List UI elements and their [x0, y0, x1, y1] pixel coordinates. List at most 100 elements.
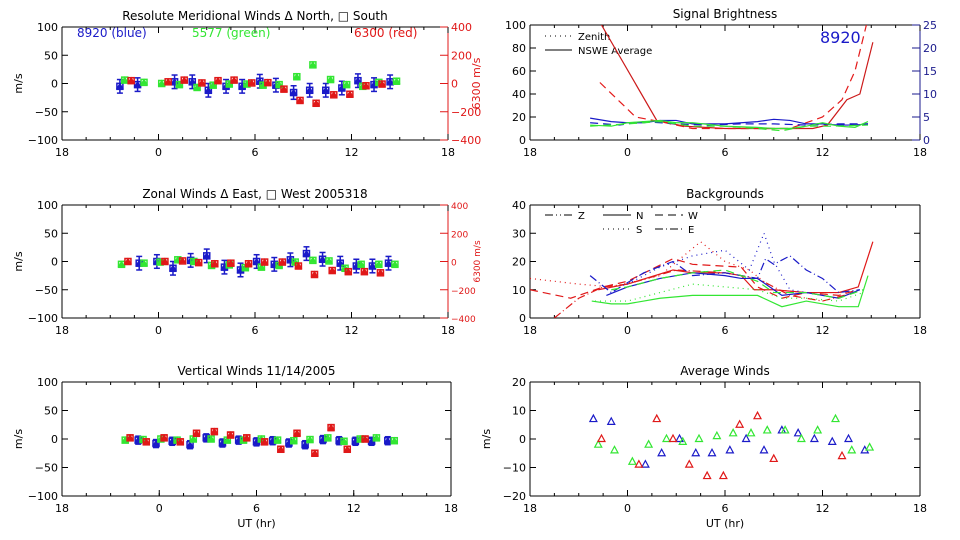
chart-title: Resolute Meridional Winds Δ North, □ Sou… [122, 9, 388, 23]
x-tick-label: 6 [253, 502, 260, 515]
data-point-triangle [301, 440, 310, 448]
y-right-tick-label: 5 [923, 111, 930, 124]
series-line-red-W [530, 258, 859, 299]
plot-area [530, 231, 874, 318]
data-point-triangle [302, 249, 311, 257]
data-point-triangle [376, 268, 385, 276]
data-point-triangle [827, 436, 837, 445]
data-point-triangle [312, 99, 320, 106]
data-point-triangle [837, 450, 847, 460]
x-tick-label: 18 [55, 324, 69, 337]
x-tick-label: 6 [252, 146, 259, 159]
data-point-triangle [306, 435, 314, 443]
data-point-triangle [188, 77, 197, 85]
y-right-tick-label: −400 [451, 134, 481, 147]
data-point-triangle [360, 267, 369, 275]
data-point-triangle [843, 433, 854, 443]
plot-area [116, 60, 401, 108]
data-point-triangle [207, 435, 215, 442]
data-point-triangle [640, 459, 650, 468]
y-right-tick-label: 10 [923, 88, 937, 101]
y-tick-label: 50 [44, 227, 58, 240]
data-point-triangle [793, 428, 803, 437]
y-tick-label: 0 [519, 134, 526, 147]
data-point-triangle [657, 447, 667, 457]
y-axis-label: m/s [12, 251, 25, 271]
y-tick-label: 100 [505, 19, 526, 32]
x-tick-label: 18 [441, 146, 455, 159]
x-tick-label: 18 [55, 146, 69, 159]
data-point-triangle [383, 436, 392, 444]
y-tick-label: 30 [512, 227, 526, 240]
data-point-triangle [741, 433, 751, 443]
y-axis-label: m/s [12, 73, 25, 93]
series-line-blue-E [589, 255, 860, 294]
data-point-triangle [193, 83, 201, 90]
x-tick-label: 0 [624, 324, 631, 337]
x-axis-label: UT (hr) [706, 517, 744, 530]
data-point-triangle [746, 428, 756, 437]
legend-label: Z [578, 211, 585, 222]
chart-title: Signal Brightness [673, 7, 778, 21]
plot-area [590, 25, 874, 132]
data-point-triangle [310, 270, 319, 277]
data-point-triangle [684, 459, 694, 468]
data-point-triangle [242, 433, 251, 441]
data-point-triangle [126, 433, 134, 441]
y-tick-label: 20 [512, 256, 526, 269]
data-point-triangle [390, 436, 399, 444]
data-point-triangle [813, 425, 823, 434]
annotation-green: 5577 (green) [192, 26, 270, 40]
y-tick-label: −50 [35, 106, 58, 119]
data-point-triangle [588, 413, 598, 423]
data-point-triangle [759, 445, 769, 454]
data-point-triangle [321, 86, 330, 93]
y-right-tick-label: 0 [451, 259, 457, 269]
data-point-triangle [117, 260, 126, 267]
legend-label: S [636, 225, 642, 236]
data-point-triangle [124, 257, 132, 264]
data-point-triangle [289, 436, 298, 444]
data-point-triangle [384, 259, 393, 266]
data-point-triangle [169, 264, 177, 271]
y-right-tick-label: 0 [923, 134, 930, 147]
legend-label: N [636, 211, 643, 222]
y-tick-label: −100 [28, 134, 58, 147]
data-point-triangle [180, 76, 189, 83]
x-tick-label: 18 [55, 502, 69, 515]
data-point-triangle [294, 262, 303, 269]
x-tick-label: 6 [722, 502, 729, 515]
x-tick-label: 6 [722, 146, 729, 159]
data-point-triangle [762, 425, 772, 434]
data-point-triangle [176, 437, 185, 445]
data-point-triangle [780, 425, 790, 434]
x-tick-label: 6 [722, 324, 729, 337]
data-point-triangle [346, 90, 354, 97]
data-point-triangle [652, 413, 662, 423]
data-point-triangle [157, 79, 166, 86]
data-point-triangle [357, 260, 366, 267]
x-tick-label: 18 [913, 324, 927, 337]
annotation-8920: 8920 [820, 28, 861, 47]
data-point-triangle [260, 258, 269, 265]
y-tick-label: 0 [51, 433, 58, 446]
data-point-triangle [328, 266, 337, 274]
data-point-triangle [186, 440, 194, 448]
data-point-triangle [323, 433, 332, 441]
y-tick-label: 0 [519, 433, 526, 446]
data-point-triangle [226, 431, 235, 438]
data-point-triangle [164, 77, 173, 85]
data-point-triangle [292, 72, 301, 80]
y-right-axis-label: 6300 m/s [470, 57, 483, 109]
x-tick-label: 18 [441, 324, 455, 337]
data-point-triangle [289, 88, 298, 96]
data-point-triangle [244, 259, 253, 267]
y-tick-label: −50 [35, 462, 58, 475]
plot-area [121, 423, 399, 457]
data-point-triangle [276, 445, 285, 452]
data-point-triangle [865, 442, 875, 451]
y-tick-label: 40 [512, 199, 526, 212]
data-point-triangle [674, 433, 685, 443]
